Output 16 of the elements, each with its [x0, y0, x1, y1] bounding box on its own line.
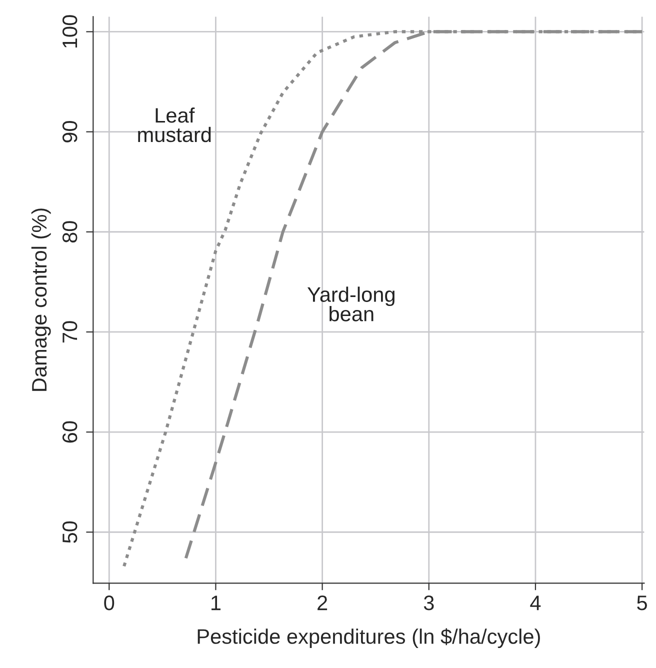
y-tick-label: 100 [62, 15, 78, 48]
series-label: Yard-long bean [307, 286, 394, 322]
x-tick-label: 0 [104, 596, 114, 610]
y-tick-label: 70 [62, 321, 78, 342]
x-tick-label: 3 [424, 596, 434, 610]
y-tick-label: 50 [62, 521, 78, 543]
y-tick-label: 60 [62, 421, 78, 443]
x-tick-label: 5 [637, 596, 647, 610]
y-tick-label: 80 [62, 221, 78, 243]
x-tick-label: 2 [318, 596, 328, 610]
text: Leaf mustard [138, 107, 211, 142]
x-tick-label: 4 [530, 596, 541, 610]
y-tick-label: 90 [62, 121, 78, 142]
y-axis-title: Damage control (%) [31, 208, 51, 391]
x-axis-title: Pesticide expenditures (ln $/ha/cycle) [198, 628, 540, 648]
x-tick-label: 1 [212, 596, 220, 610]
